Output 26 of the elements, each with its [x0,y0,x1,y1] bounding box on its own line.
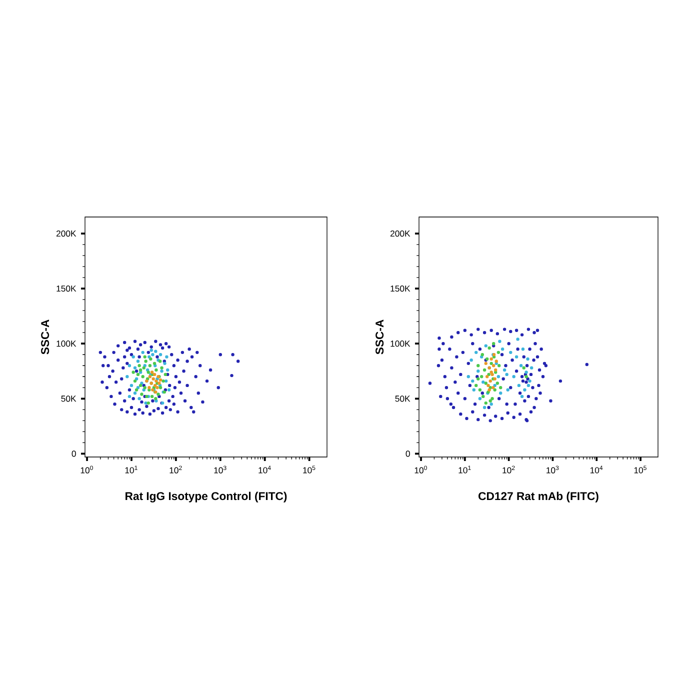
y-tick-label: 200K [56,230,76,237]
y-tick-label: 150K [56,286,76,292]
x-tick-label: 10$^{2}$ [170,466,182,474]
y-axis-title: SSC-A [41,320,50,354]
x-tick-label: 10$^{4}$ [258,466,271,474]
y-tick-label: 0 [406,450,410,457]
y-tick-label: 0 [72,450,76,457]
x-tick-label: 10$^{1}$ [125,466,138,474]
x-tick-label: 10$^{2}$ [502,466,515,474]
x-tick-label: 10$^{1}$ [458,466,471,474]
y-tick-label: 50K [61,396,76,402]
x-tick-label: 10$^{5}$ [303,466,316,474]
y-tick-label: 200K [390,230,410,237]
y-tick-label: 100K [390,340,410,347]
y-axis-title: SSC-A [376,320,384,354]
x-tick-label: 10$^{0}$ [414,466,427,474]
x-tick-label: 10$^{5}$ [634,466,646,474]
y-tick-label: 50K [395,396,410,402]
x-tick-label: 10$^{3}$ [546,466,559,474]
x-axis-title: Rat IgG Isotype Control (FITC) [126,492,287,502]
x-tick-label: 10$^{4}$ [590,466,603,474]
y-tick-label: 150K [390,286,410,292]
x-tick-label: 10$^{0}$ [80,466,93,474]
y-tick-label: 100K [56,340,76,347]
x-tick-label: 10$^{3}$ [214,466,226,474]
x-axis-title: CD127 Rat mAb (FITC) [478,492,598,502]
